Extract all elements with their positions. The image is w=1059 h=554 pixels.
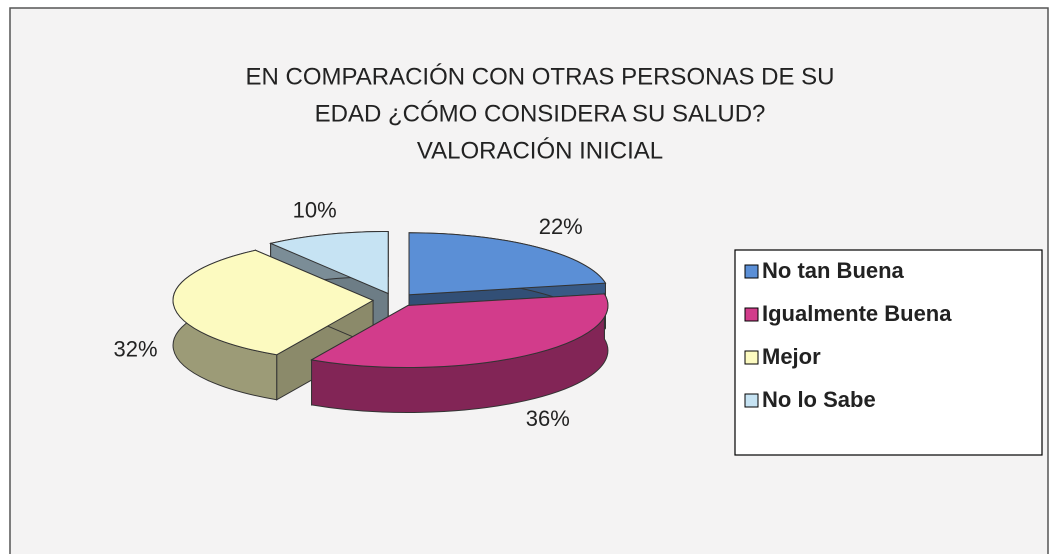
legend-label: No lo Sabe: [762, 387, 876, 412]
legend-swatch: [744, 350, 759, 365]
pie-slice: [310, 293, 609, 369]
pie-slice: [408, 232, 607, 296]
pie-slice: [172, 249, 375, 356]
legend-label: Igualmente Buena: [762, 301, 952, 326]
data-label: 10%: [293, 197, 337, 222]
legend-swatch: [744, 393, 759, 408]
data-label: 32%: [113, 337, 157, 362]
chart-title: VALORACIÓN INICIAL: [417, 137, 663, 164]
legend-box: [734, 249, 1043, 456]
pie-slice: [269, 231, 389, 295]
chart-title: EDAD ¿CÓMO CONSIDERA SU SALUD?: [315, 100, 766, 127]
legend-swatch: [744, 307, 759, 322]
data-label: 36%: [526, 406, 570, 431]
legend-label: Mejor: [762, 344, 821, 369]
legend-label: No tan Buena: [762, 258, 905, 283]
legend-swatch: [744, 264, 759, 279]
data-label: 22%: [539, 214, 583, 239]
chart-title: EN COMPARACIÓN CON OTRAS PERSONAS DE SU: [246, 63, 835, 90]
